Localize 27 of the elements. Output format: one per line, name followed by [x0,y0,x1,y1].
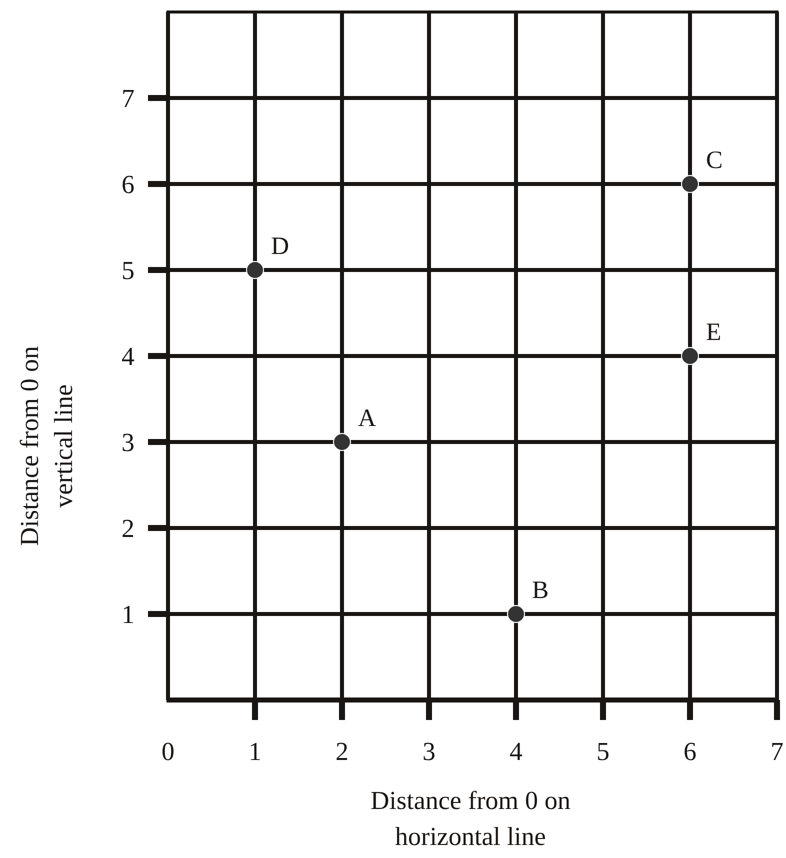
x-tick-label: 0 [162,737,174,766]
x-tick-label: 2 [336,737,348,766]
x-tick-label: 4 [510,737,522,766]
y-tick-label: 2 [122,514,134,544]
x-tick-label: 3 [422,737,436,766]
y-tick-label: 6 [122,170,134,200]
y-tick-label: 3 [122,428,134,458]
annotation: C [706,147,723,174]
point [333,433,351,451]
point [681,347,699,365]
annotation: D [271,233,290,260]
x-axis-title: Distance from 0 on horizontal line [370,786,571,851]
y-tick-label: 7 [122,84,134,114]
x-tick-label: 5 [596,737,610,766]
annotation: E [706,319,722,346]
y-tick-label: 4 [122,342,134,372]
point [246,261,264,279]
x-tick-label: 7 [770,737,784,766]
x-tick-label: 1 [248,737,262,766]
annotation: A [358,405,376,432]
x-tick-label: 6 [684,737,696,766]
annotation: B [532,577,549,604]
point [507,605,525,623]
y-tick-label: 5 [122,256,134,286]
y-tick-label: 1 [122,600,134,630]
y-axis-title: Distance from 0 on vertical line [15,346,78,546]
point [681,175,699,193]
